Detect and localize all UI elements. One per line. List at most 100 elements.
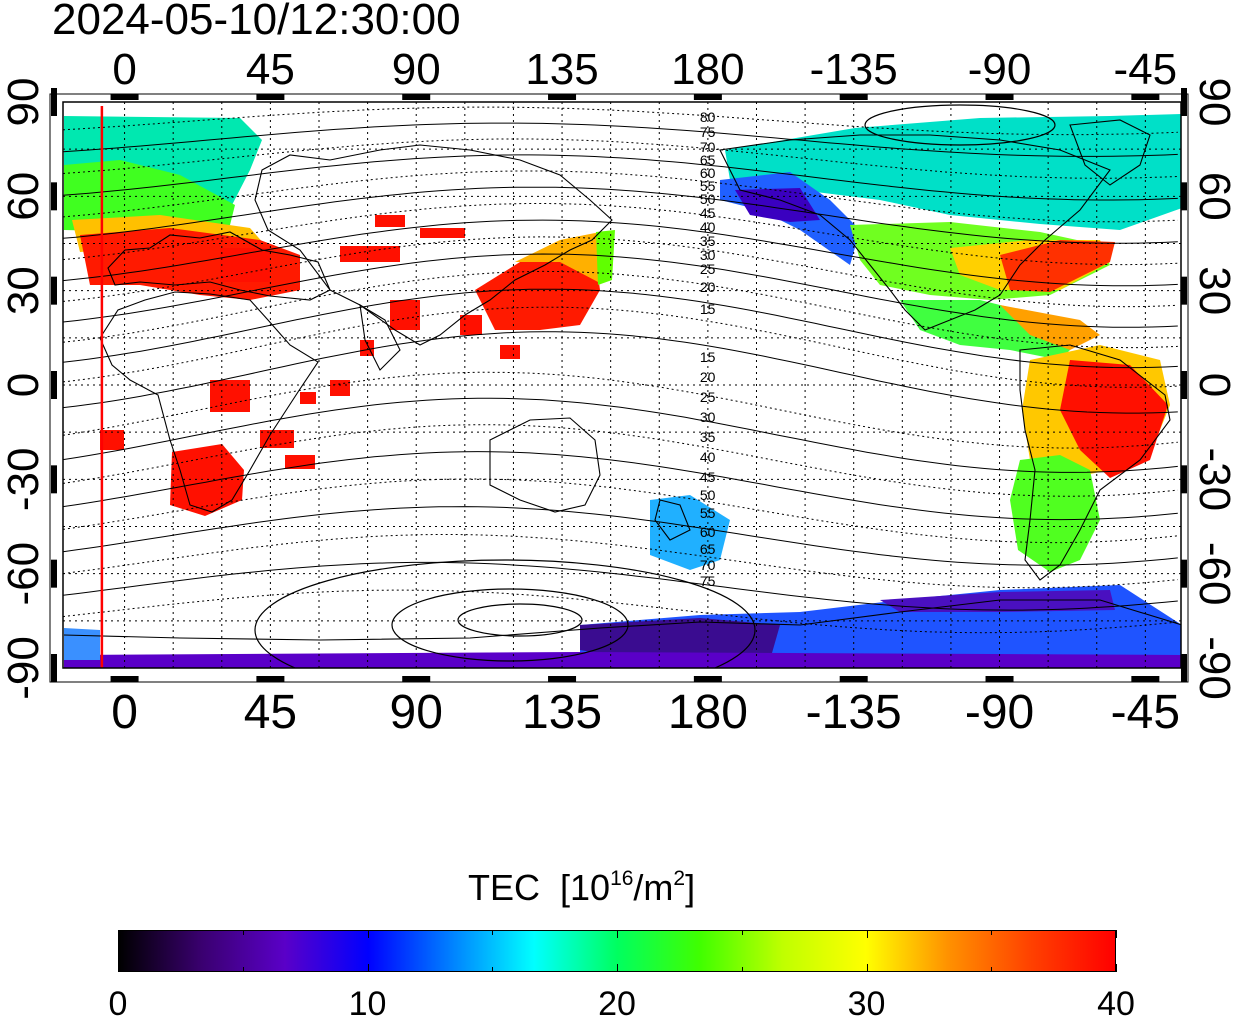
coast-europe: [107, 231, 331, 301]
colorbar-title-text: TEC: [468, 867, 540, 908]
contour-label: 65: [700, 152, 716, 168]
coast-india: [359, 303, 401, 371]
magnetic-contour-line: [63, 106, 1178, 136]
contour-label: 40: [700, 449, 716, 465]
contour-label: 50: [700, 191, 716, 207]
colorbar-tick: [866, 930, 868, 938]
patch-samerica-red: [1060, 360, 1168, 478]
patch-namerica-purple: [735, 188, 820, 222]
colorbar-unit-exponent: 16: [610, 867, 634, 890]
magnetic-contour-line: [63, 306, 1178, 388]
colorbar-unit-base: [10: [560, 867, 611, 908]
magnetic-contour-line: [63, 451, 1178, 521]
coast-australia: [489, 417, 601, 513]
magnetic-contour-line: [63, 371, 1178, 449]
colorbar-tick: [492, 967, 494, 972]
colorbar-tick: [617, 930, 618, 938]
magnetic-contour-line: [63, 154, 1178, 201]
left-lat-label: 90: [0, 78, 48, 127]
contour-label: 15: [700, 301, 716, 317]
right-lat-label: -30: [1190, 448, 1235, 512]
magnetic-contours: [63, 106, 1178, 634]
patch-antarctic-top: [880, 590, 1115, 612]
coast-asia: [254, 144, 613, 346]
timestamp-title: 2024-05-10/12:30:00: [52, 0, 461, 44]
colorbar-tick: [242, 930, 244, 935]
magnetic-contour-line: [63, 534, 1178, 589]
colorbar-unit-mid: /m: [633, 867, 674, 908]
contour-label: 60: [700, 165, 716, 181]
top-lon-label: 90: [392, 45, 441, 94]
magnetic-contour-line: [63, 122, 1178, 157]
bottom-lon-label: 90: [390, 686, 443, 739]
contour-label: 15: [700, 349, 716, 365]
left-lat-label: -60: [0, 542, 48, 606]
colorbar-tick: [866, 964, 868, 972]
coast-antarctica: [63, 599, 1181, 641]
right-lat-label: 90: [1190, 78, 1235, 127]
magnetic-contour-line: [63, 203, 1178, 266]
coast-nz: [654, 499, 691, 541]
colorbar-tick: [367, 964, 369, 972]
magnetic-contour-line: [63, 288, 1178, 369]
magnetic-contour-line: [63, 561, 1178, 611]
axis-labels: 0045459090135135180180-135-135-90-90-45-…: [0, 45, 1235, 739]
patch-namerica-teal: [725, 114, 1181, 230]
colorbar-tick: [741, 930, 743, 935]
colorbar-tick-label: 0: [108, 985, 128, 1023]
patch-antarctic-purple: [580, 618, 780, 662]
colorbar-tick: [1116, 930, 1117, 938]
magnetic-contour-line: [63, 506, 1178, 566]
patch-namerica-red: [1000, 240, 1115, 292]
left-lat-label: -30: [0, 448, 48, 512]
colorbar-tick: [991, 967, 993, 972]
bottom-lon-label: 45: [244, 686, 297, 739]
contour-label: 75: [700, 573, 716, 589]
magnetic-contour-line: [63, 270, 1178, 349]
magnetic-contour-line: [63, 186, 1178, 244]
bottom-lon-label: 180: [668, 686, 748, 739]
bottom-lon-label: 135: [522, 686, 602, 739]
magnetic-contour-line: [63, 331, 1178, 414]
colorbar-tick: [492, 930, 494, 935]
bottom-lon-label: -45: [1111, 686, 1180, 739]
colorbar-tick-label: 10: [348, 985, 387, 1023]
right-lat-label: -60: [1190, 542, 1235, 606]
left-lat-label: 30: [0, 266, 48, 315]
axis-ticks: [51, 88, 1187, 682]
top-lon-label: -45: [1114, 45, 1178, 94]
contour-label: 25: [700, 389, 716, 405]
contour-label: 30: [700, 247, 716, 263]
patch-caribbean: [1000, 305, 1100, 350]
contour-label: 55: [700, 178, 716, 194]
patch-central-america: [900, 300, 1090, 360]
right-lat-label: -90: [1190, 636, 1235, 700]
colorbar-tick-label: 40: [1097, 985, 1135, 1023]
patch-europe-green: [64, 160, 235, 232]
magnetic-contour-line: [63, 138, 1178, 179]
colorbar-tick-label: 30: [847, 985, 886, 1023]
contour-label: 55: [700, 505, 716, 521]
left-lat-label: 60: [0, 172, 48, 221]
magnetic-contour-line: [63, 219, 1178, 287]
patch-asia-yellow: [515, 232, 612, 282]
bottom-lon-label: 0: [111, 686, 138, 739]
contour-label: 75: [700, 124, 716, 140]
colorbar-tick: [991, 930, 993, 935]
contour-label: 70: [700, 557, 716, 573]
right-lat-label: 60: [1190, 172, 1235, 221]
patch-antarctic-lightblue: [64, 628, 100, 660]
bottom-lon-label: -135: [806, 686, 902, 739]
top-lon-label: -90: [968, 45, 1032, 94]
top-lon-label: 0: [112, 45, 136, 94]
colorbar-tick-label: 20: [598, 985, 636, 1023]
coast-africa: [99, 291, 319, 513]
contour-label: 25: [700, 261, 716, 277]
coast-samerica: [1019, 344, 1171, 581]
map-plot-area: 8075706560555045403530252015152025303540…: [63, 102, 1181, 668]
colorbar-unit-exponent2: 2: [673, 867, 686, 890]
magnetic-contour-line: [63, 397, 1178, 473]
patch-south-pole-strip: [64, 652, 1181, 668]
contour-label: 40: [700, 219, 716, 235]
